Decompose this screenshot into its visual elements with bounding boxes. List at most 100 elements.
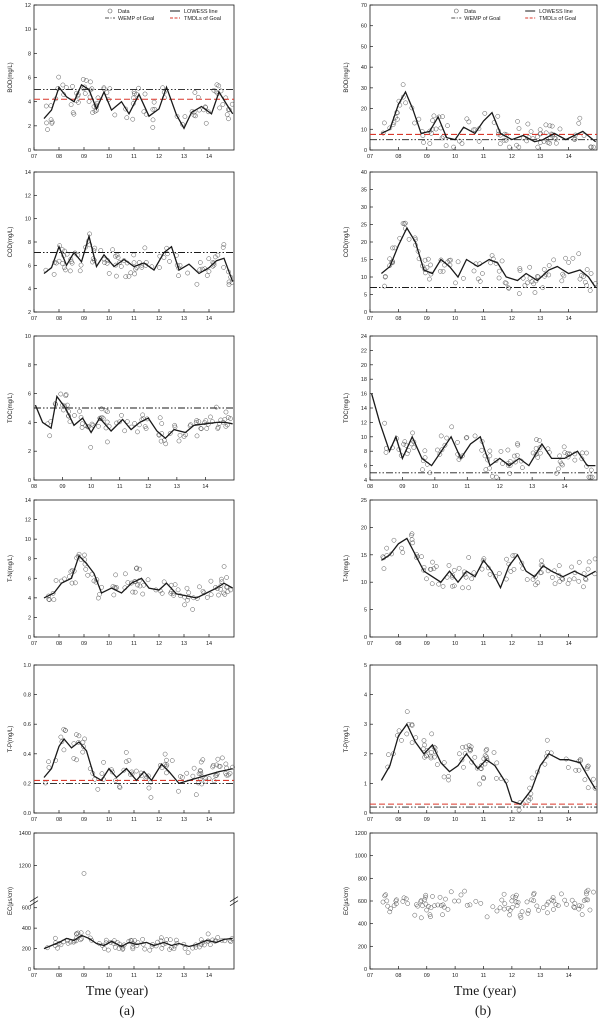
data-point: [553, 140, 559, 146]
data-point: [450, 583, 455, 589]
data-point: [532, 290, 538, 295]
x-tick-label: 08: [395, 973, 401, 979]
data-point: [66, 574, 72, 579]
x-tick-label: 11: [131, 316, 137, 322]
data-point: [82, 91, 88, 96]
y-tick-label: 6: [28, 76, 31, 82]
data-point: [563, 756, 569, 762]
data-point: [205, 931, 211, 937]
y-tick-label: 0.2: [23, 781, 31, 787]
data-point: [576, 758, 582, 764]
data-point: [437, 894, 443, 900]
data-point: [584, 267, 590, 272]
y-tick-label: 40: [361, 65, 367, 71]
data-point: [387, 263, 392, 269]
data-point: [428, 271, 434, 277]
data-point: [196, 771, 202, 777]
data-point: [105, 947, 111, 953]
lowess-line: [380, 722, 597, 805]
plot-frame: [33, 499, 235, 638]
data-point: [487, 453, 493, 459]
data-point: [534, 274, 540, 279]
y-tick-label: 4: [364, 693, 367, 699]
data-point: [534, 437, 539, 442]
data-point: [229, 101, 235, 107]
data-point: [443, 143, 449, 149]
x-tick-label: 07: [31, 973, 37, 979]
data-point: [226, 772, 231, 778]
data-point: [210, 764, 215, 770]
data-point: [569, 897, 575, 903]
data-point: [399, 738, 404, 743]
data-point: [577, 903, 582, 909]
data-point: [46, 765, 52, 770]
data-point: [403, 220, 408, 226]
data-point: [434, 762, 440, 767]
data-point: [103, 937, 109, 943]
data-point: [125, 580, 131, 585]
y-axis-label: T-P(mg/L): [344, 726, 350, 753]
data-point: [126, 938, 132, 944]
data-point: [190, 773, 196, 779]
data-point: [382, 283, 387, 289]
data-point: [401, 895, 407, 901]
data-point: [471, 268, 477, 274]
data-point: [85, 424, 91, 430]
data-point: [88, 79, 93, 85]
data-point: [471, 570, 477, 576]
data-point: [457, 751, 462, 757]
data-point: [215, 935, 221, 940]
data-point: [52, 935, 58, 941]
data-point: [570, 255, 576, 261]
x-tick-label: 07: [367, 316, 373, 322]
y-tick-label: 0: [364, 811, 367, 817]
data-point: [131, 91, 137, 96]
data-point: [506, 285, 512, 291]
data-point: [393, 898, 399, 904]
data-point: [133, 768, 139, 774]
data-point: [422, 754, 427, 760]
data-point: [537, 438, 542, 443]
data-point: [83, 566, 89, 572]
data-point: [427, 276, 432, 282]
data-point: [404, 731, 410, 737]
data-point: [559, 461, 564, 467]
x-tick-label: 10: [106, 973, 112, 979]
x-tick-label: 13: [529, 484, 535, 490]
data-point: [456, 565, 462, 571]
data-point: [105, 409, 110, 415]
data-point: [90, 110, 95, 115]
data-point: [419, 554, 424, 559]
data-point: [113, 572, 118, 578]
data-point: [75, 930, 81, 936]
data-point: [460, 585, 465, 591]
x-tick-label: 12: [509, 316, 515, 322]
data-point: [96, 423, 101, 429]
data-point: [46, 759, 51, 765]
data-point: [44, 120, 49, 126]
x-tick-label: 08: [56, 154, 62, 160]
data-point: [438, 268, 443, 274]
data-point: [47, 597, 52, 603]
data-point: [566, 260, 571, 265]
y-tick-label: 2: [364, 752, 367, 758]
data-point: [98, 416, 103, 422]
x-tick-label: 08: [395, 316, 401, 322]
y-tick-label: 12: [361, 420, 367, 426]
data-point: [123, 106, 129, 112]
data-point: [428, 914, 433, 920]
data-point: [159, 935, 164, 941]
data-point: [140, 412, 145, 418]
data-point: [68, 569, 74, 575]
data-point: [586, 474, 592, 480]
data-point: [432, 754, 437, 760]
data-point: [146, 785, 152, 791]
data-point: [113, 262, 119, 268]
data-point: [61, 407, 66, 413]
data-point: [221, 564, 227, 569]
data-point: [97, 591, 102, 597]
data-point: [443, 896, 448, 902]
data-point: [82, 736, 87, 742]
data-point: [116, 946, 122, 951]
